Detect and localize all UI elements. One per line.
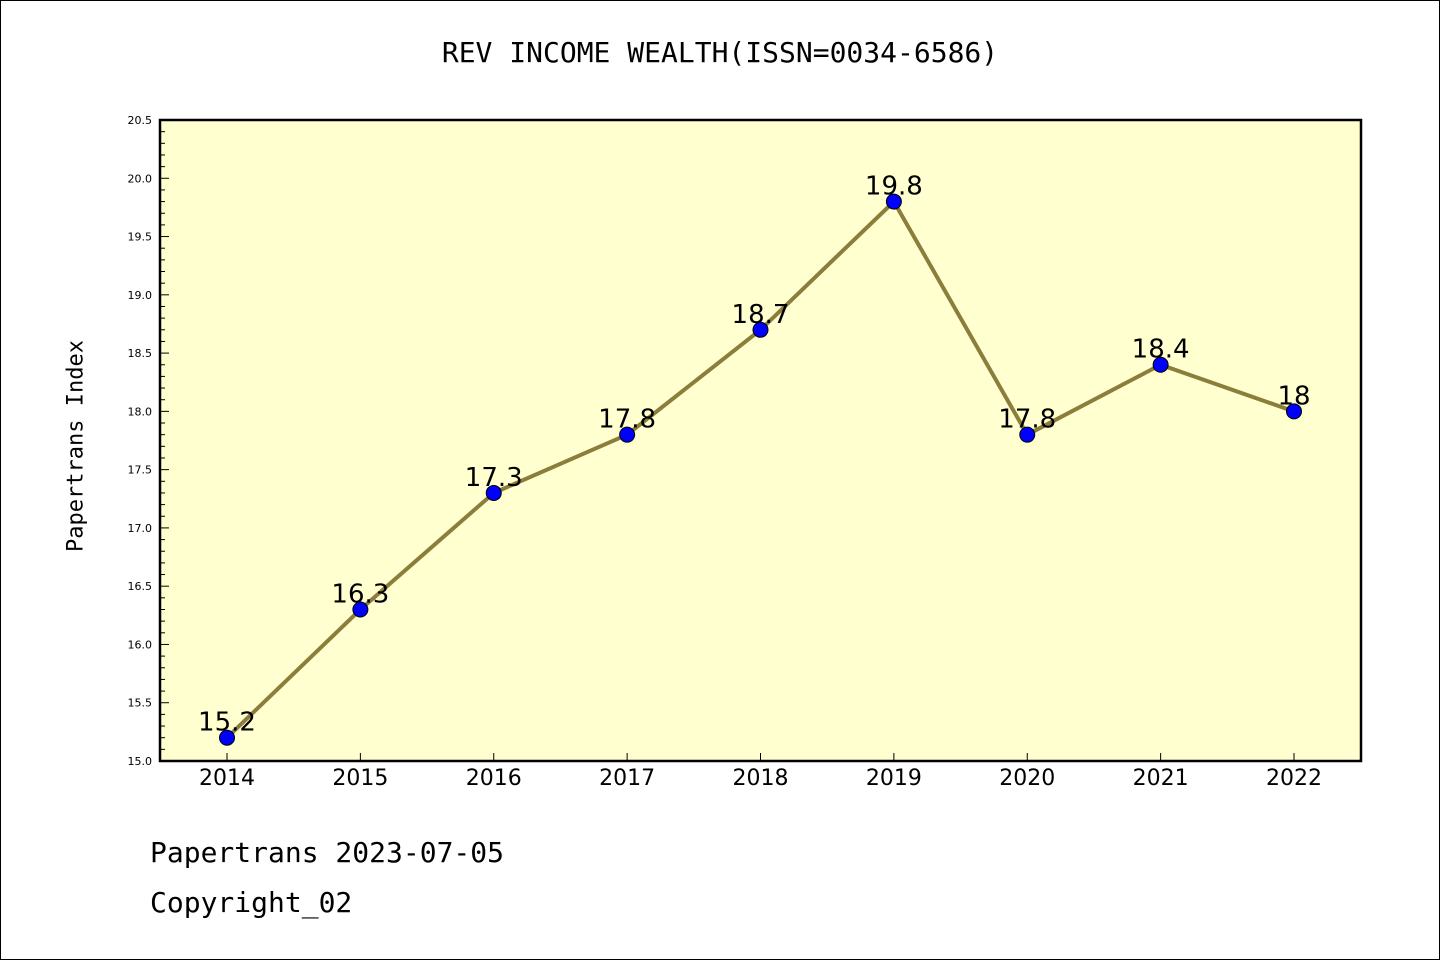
y-tick-label: 17.0 <box>128 522 153 535</box>
data-point <box>352 601 369 618</box>
x-axis: 2014 2015 2016 2017 2018 2019 2020 2021 2022 <box>199 753 1322 791</box>
y-tick-label: 20.5 <box>128 114 153 127</box>
data-point <box>752 321 769 338</box>
data-label: 18 <box>1277 381 1310 411</box>
data-point <box>1019 426 1036 443</box>
y-tick-label: 18.0 <box>128 405 153 418</box>
data-label: 18.7 <box>732 300 790 330</box>
y-tick-label: 16.0 <box>128 638 153 651</box>
data-label: 17.8 <box>598 405 656 435</box>
x-tick-label: 2018 <box>733 766 789 791</box>
plot-border <box>158 118 1363 763</box>
data-label: 18.4 <box>1132 335 1190 365</box>
data-label: 17.3 <box>465 463 523 493</box>
data-label: 16.3 <box>331 579 389 609</box>
y-tick-label: 15.0 <box>128 755 153 768</box>
y-tick-label: 17.5 <box>128 464 153 477</box>
x-tick-label: 2020 <box>999 766 1055 791</box>
data-point <box>619 426 636 443</box>
y-tick-label: 15.5 <box>128 697 153 710</box>
x-tick-label: 2021 <box>1133 766 1189 791</box>
data-labels: 15.2 16.3 17.3 17.8 18.7 19.8 17.8 18.4 18 <box>198 172 1310 738</box>
y-axis: 15.0 15.5 16.0 16.5 17.0 17.5 18.0 18.5 19.0 19.5… <box>128 114 169 768</box>
chart-title: REV INCOME WEALTH(ISSN=0034-6586) <box>441 36 999 69</box>
x-tick-label: 2014 <box>199 766 255 791</box>
y-tick-label: 19.5 <box>128 231 153 244</box>
data-point <box>1152 356 1169 373</box>
y-tick-label: 18.5 <box>128 347 153 360</box>
data-point <box>1286 403 1302 420</box>
data-markers <box>219 193 1302 746</box>
x-tick-label: 2015 <box>332 766 388 791</box>
data-label: 17.8 <box>998 405 1056 435</box>
plot-area <box>160 120 1361 761</box>
data-point <box>885 193 902 210</box>
data-point <box>485 484 502 501</box>
y-tick-label: 19.0 <box>128 289 153 302</box>
footer-date: Papertrans 2023-07-05 <box>150 836 505 869</box>
x-tick-label: 2017 <box>599 766 655 791</box>
data-label: 19.8 <box>865 172 923 202</box>
x-tick-label: 2016 <box>466 766 522 791</box>
y-tick-label: 16.5 <box>128 580 153 593</box>
data-point <box>219 729 235 746</box>
data-label: 15.2 <box>198 708 256 738</box>
footer-copyright: Copyright_02 <box>150 886 353 919</box>
x-tick-label: 2019 <box>866 766 922 791</box>
y-tick-label: 20.0 <box>128 172 153 185</box>
x-tick-label: 2022 <box>1266 766 1322 791</box>
